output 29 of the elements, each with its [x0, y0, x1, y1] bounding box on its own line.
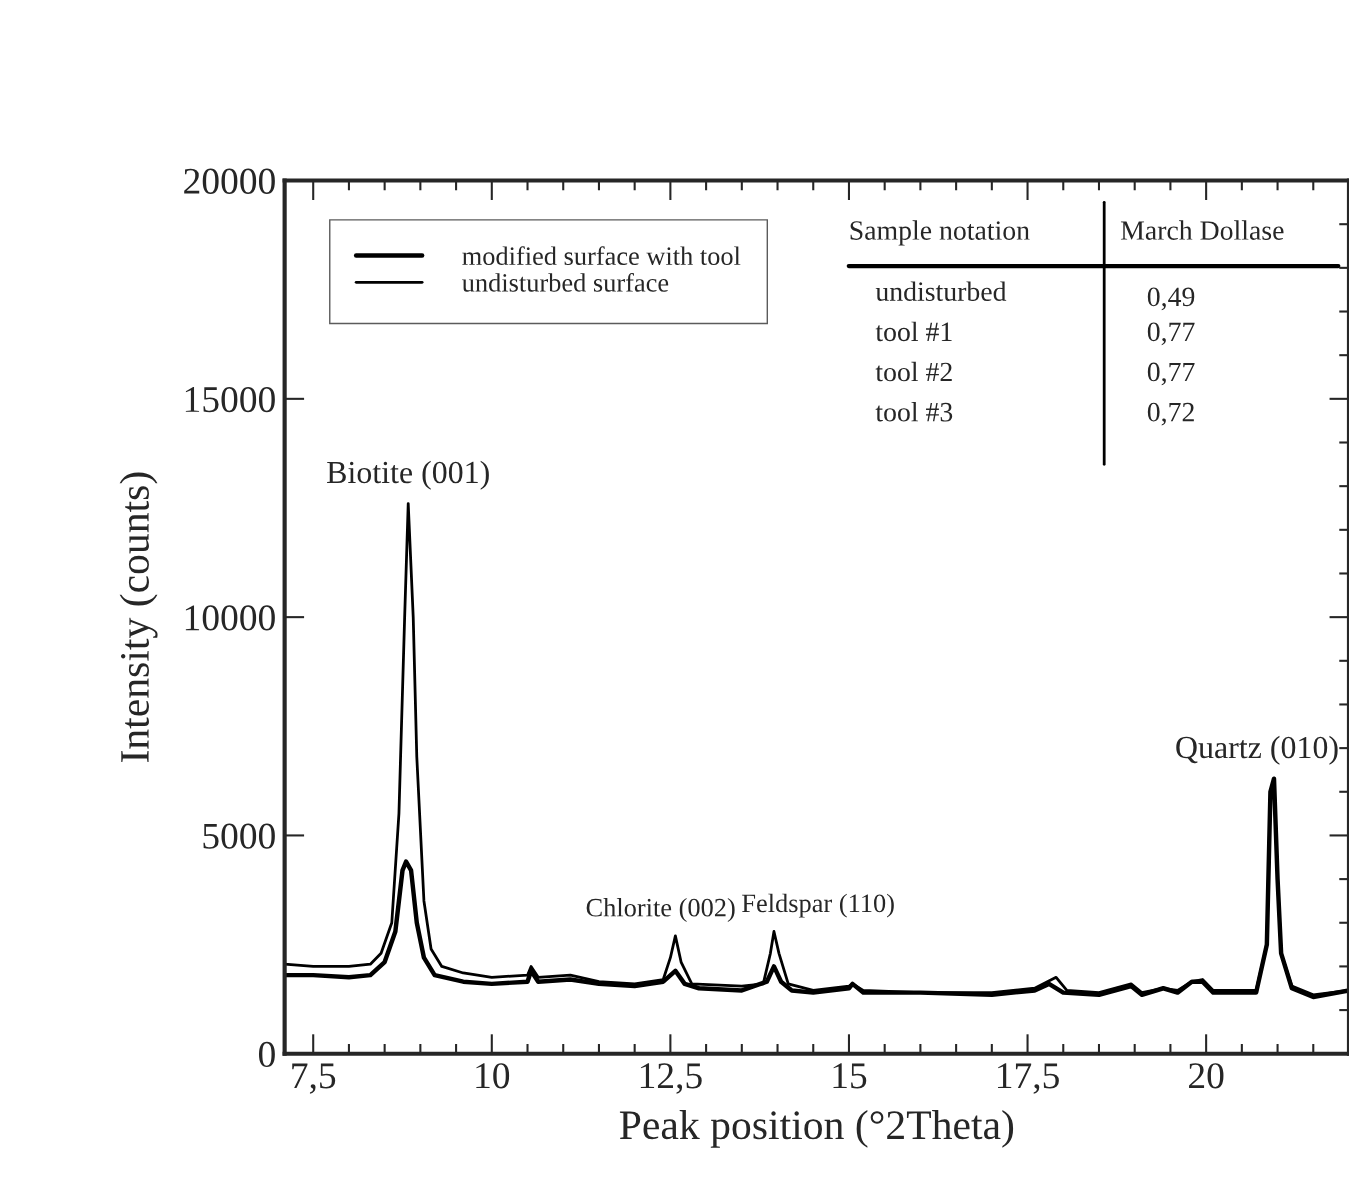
- legend-label: undisturbed surface: [462, 272, 669, 292]
- annotation: 0,77: [1147, 362, 1195, 386]
- legend-label: modified surface with tool: [462, 246, 741, 266]
- annotation: 0,72: [1147, 402, 1194, 426]
- x-tick-label: 12,5: [640, 1063, 702, 1094]
- y-axis-title: Intensity (counts): [119, 472, 158, 763]
- x-tick-label: 7,5: [292, 1063, 336, 1094]
- annotation: Biotite (001): [327, 460, 489, 490]
- annotation: tool #2: [875, 361, 952, 382]
- annotation: Chlorite (002): [586, 898, 735, 922]
- annotation: Sample notation: [850, 220, 1030, 246]
- annotation: Quartz (010): [1176, 735, 1338, 765]
- y-tick-label: 10000: [185, 605, 275, 631]
- x-tick-label: 15: [833, 1063, 867, 1089]
- annotation: 0,77: [1147, 322, 1195, 346]
- annotation: tool #3: [875, 401, 953, 422]
- annotation: Feldspar (110): [742, 893, 894, 918]
- y-tick-label: 20000: [184, 168, 275, 194]
- annotation: 0,49: [1147, 287, 1195, 311]
- x-tick-label: 17,5: [998, 1063, 1059, 1094]
- y-tick-label: 0: [258, 1041, 275, 1068]
- x-axis-title: Peak position (°2Theta): [619, 1109, 1014, 1148]
- y-tick-label: 5000: [203, 823, 275, 849]
- annotation: March Dollase: [1120, 220, 1284, 240]
- y-tick-label: 15000: [185, 386, 275, 413]
- annotation: undisturbed: [875, 281, 1007, 302]
- annotation: tool #1: [875, 321, 952, 342]
- x-tick-label: 20: [1189, 1063, 1224, 1089]
- x-tick-label: 10: [476, 1063, 510, 1089]
